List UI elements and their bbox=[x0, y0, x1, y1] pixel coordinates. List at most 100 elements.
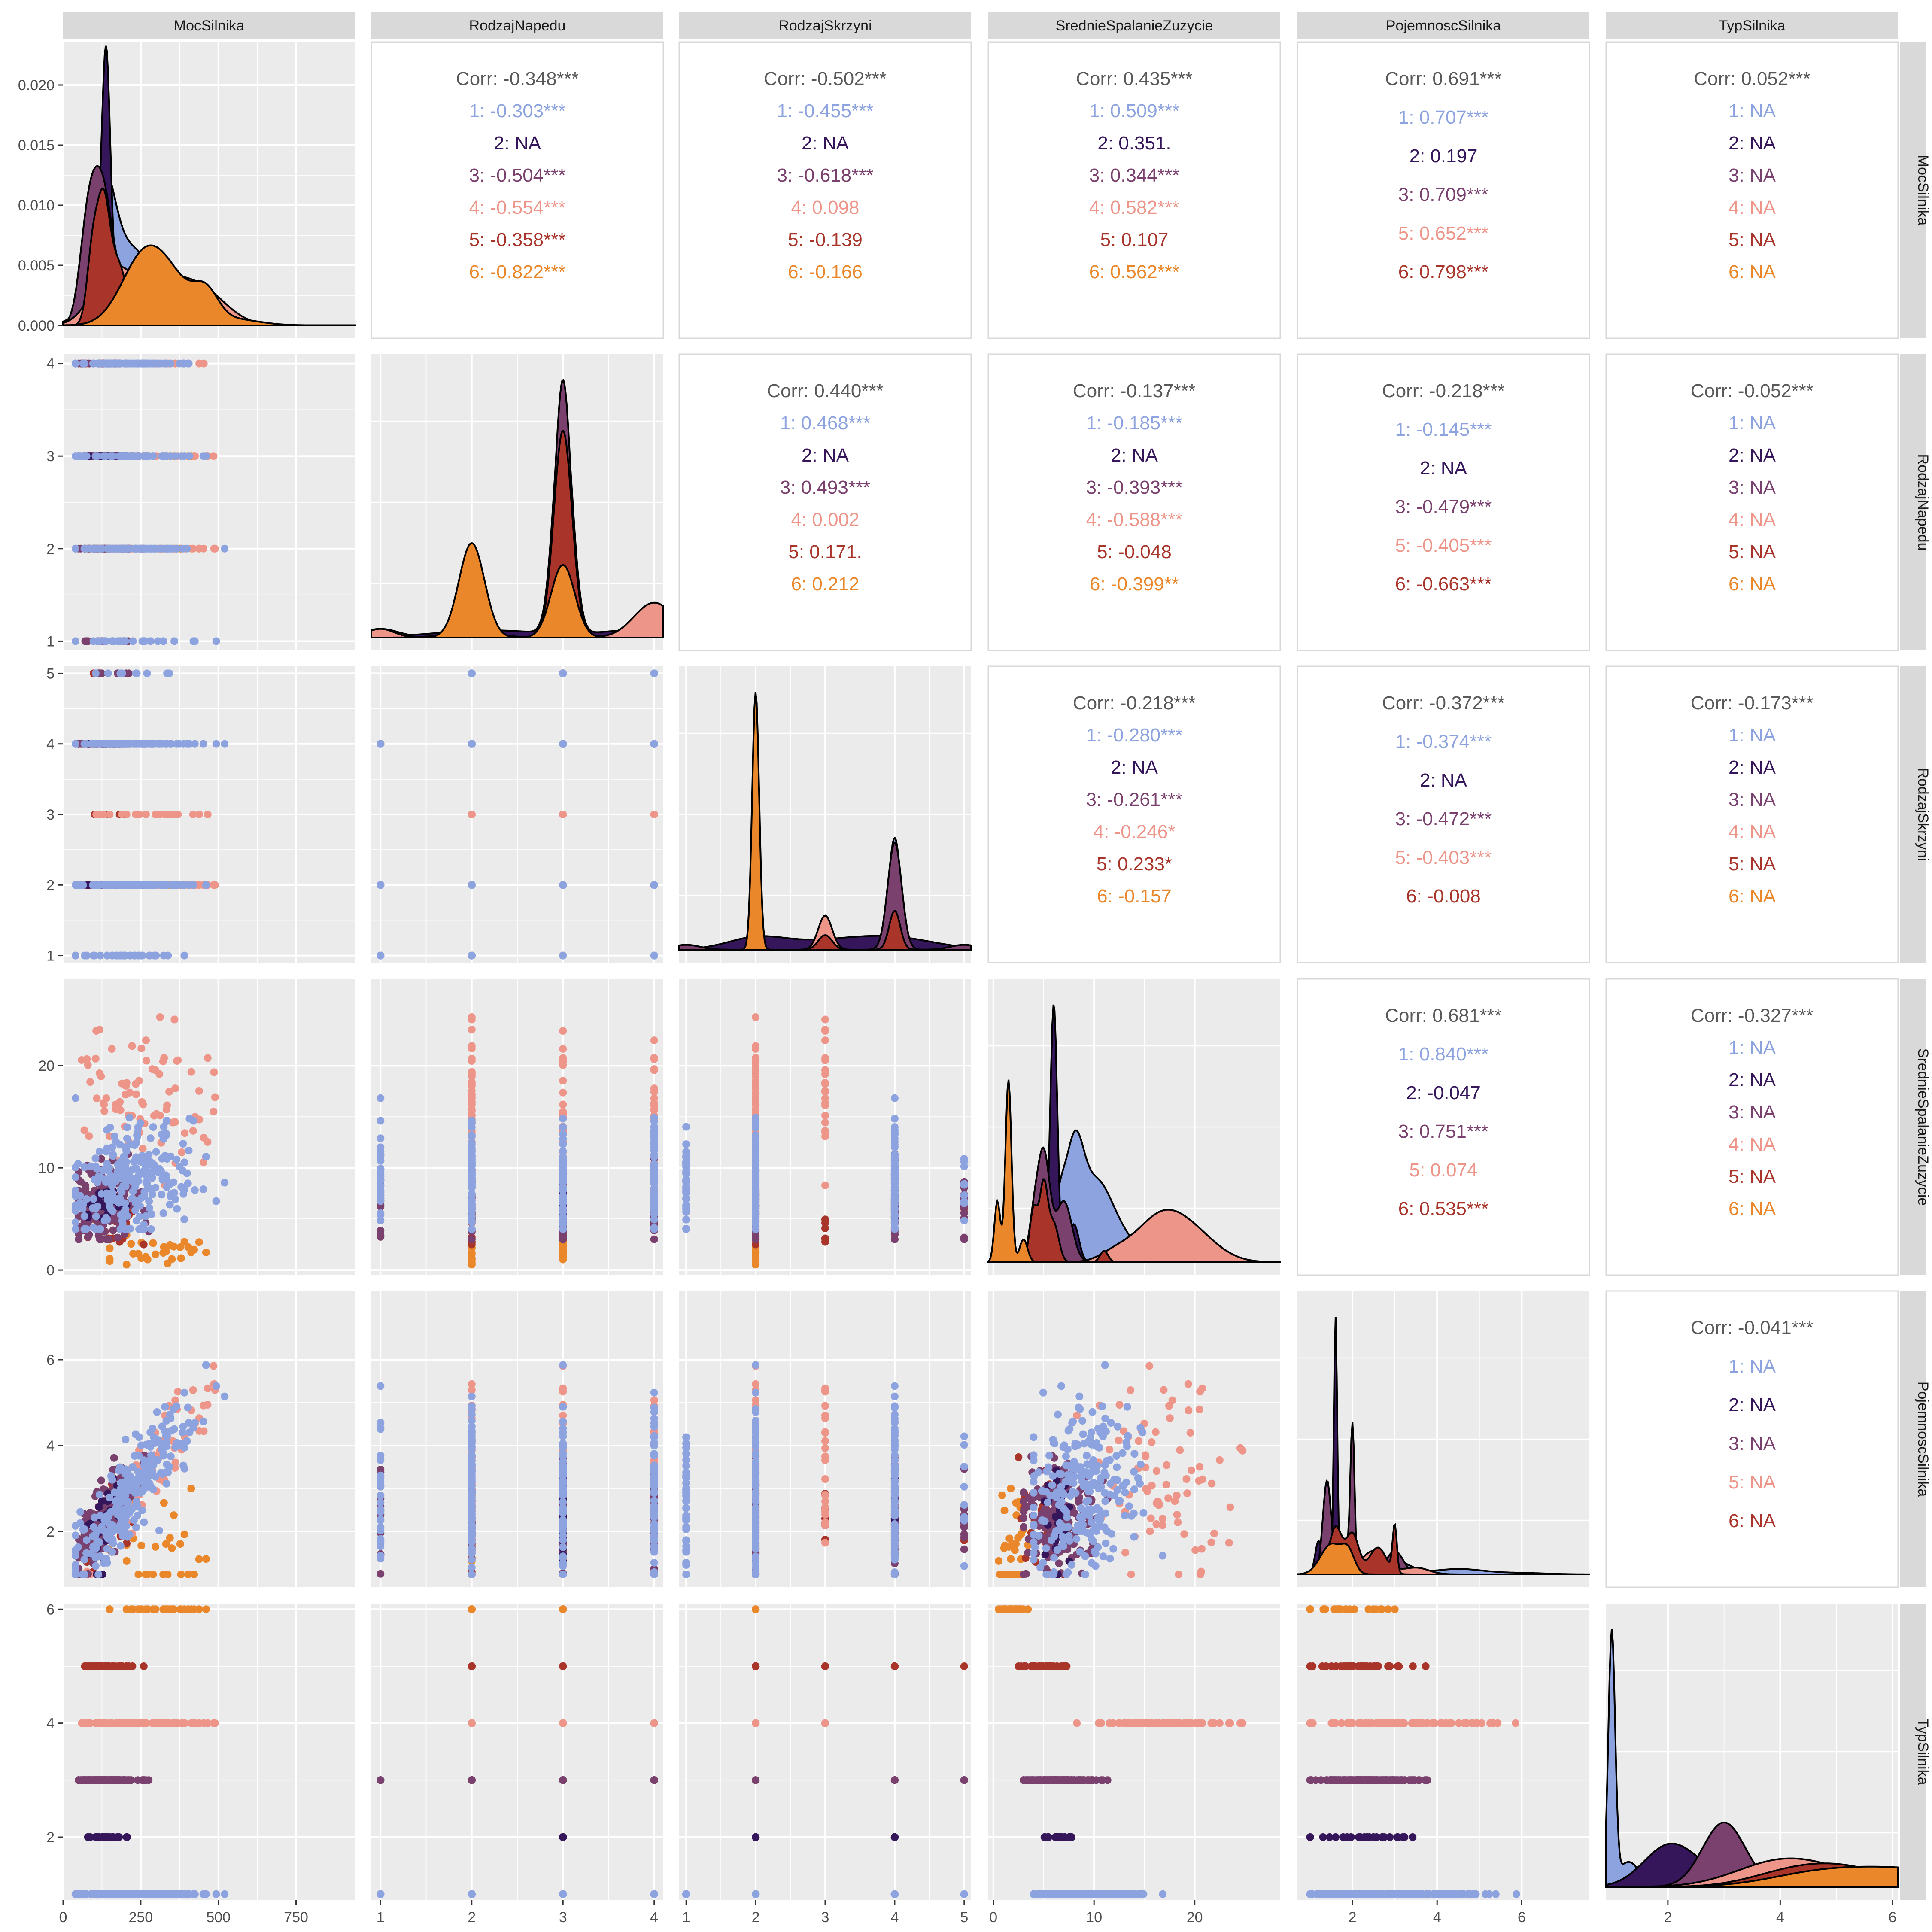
corr-line: 3: NA bbox=[1728, 1102, 1776, 1123]
corr-line: 1: NA bbox=[1728, 1037, 1776, 1058]
corr-line: 6: -0.008 bbox=[1406, 886, 1481, 907]
point-group-1 bbox=[161, 1130, 169, 1138]
point-group-4 bbox=[195, 1087, 203, 1095]
point-group-3 bbox=[109, 1226, 117, 1234]
corr-line: 5: -0.405*** bbox=[1395, 535, 1492, 556]
corr-line: 5: NA bbox=[1728, 1166, 1776, 1187]
point-group-1 bbox=[119, 544, 127, 553]
corr-line: Corr: -0.372*** bbox=[1382, 693, 1505, 714]
corr-line: 1: NA bbox=[1728, 413, 1776, 434]
point-group-6 bbox=[190, 1571, 198, 1578]
point-group-1 bbox=[468, 1428, 476, 1436]
point-group-1 bbox=[682, 1140, 690, 1148]
point-group-1 bbox=[377, 881, 385, 889]
point-group-6 bbox=[202, 1249, 210, 1256]
corr-line: Corr: 0.440*** bbox=[767, 380, 883, 401]
corr-line: 2: NA bbox=[1728, 445, 1776, 466]
point-group-6 bbox=[468, 1257, 476, 1265]
point-group-1 bbox=[164, 951, 172, 960]
corr-line: Corr: -0.052*** bbox=[1691, 380, 1814, 401]
point-group-4 bbox=[468, 1068, 476, 1076]
point-group-1 bbox=[559, 1458, 567, 1466]
corr-line: 4: 0.582*** bbox=[1089, 197, 1179, 218]
point-group-1 bbox=[682, 1215, 690, 1224]
point-group-1 bbox=[377, 1382, 385, 1390]
corr-line: Corr: 0.681*** bbox=[1385, 1005, 1501, 1026]
point-group-5 bbox=[140, 1240, 148, 1249]
point-group-6 bbox=[559, 1255, 567, 1264]
point-group-4 bbox=[128, 1042, 136, 1050]
point-group-1 bbox=[131, 359, 140, 368]
point-group-1 bbox=[160, 359, 168, 368]
point-group-1 bbox=[153, 881, 161, 889]
point-group-4 bbox=[821, 1036, 829, 1045]
point-group-5 bbox=[821, 1224, 829, 1232]
point-group-1 bbox=[468, 1410, 476, 1419]
point-group-1 bbox=[468, 1497, 476, 1505]
point-group-1 bbox=[109, 1152, 117, 1160]
point-group-1 bbox=[184, 1403, 192, 1412]
point-group-4 bbox=[116, 1098, 124, 1106]
point-group-1 bbox=[80, 740, 88, 748]
point-group-4 bbox=[83, 1055, 91, 1063]
point-group-1 bbox=[189, 637, 197, 645]
point-group-1 bbox=[160, 1450, 168, 1458]
point-group-4 bbox=[139, 1100, 147, 1109]
point-group-1 bbox=[960, 1181, 968, 1189]
point-group-5 bbox=[821, 1235, 829, 1243]
corr-line: 4: -0.554*** bbox=[469, 197, 565, 218]
point-group-4 bbox=[170, 1015, 179, 1024]
point-group-1 bbox=[143, 1171, 151, 1179]
corr-line: 6: 0.212 bbox=[791, 574, 859, 595]
point-group-1 bbox=[468, 1182, 476, 1190]
point-group-1 bbox=[146, 1443, 155, 1451]
corr-line: 2: NA bbox=[802, 445, 849, 466]
point-group-1 bbox=[185, 1147, 193, 1155]
point-group-1 bbox=[559, 1449, 567, 1457]
point-group-1 bbox=[116, 359, 124, 368]
point-group-1 bbox=[377, 1134, 385, 1142]
point-group-1 bbox=[179, 881, 187, 889]
corr-line: 3: -0.393*** bbox=[1086, 477, 1182, 498]
point-group-1 bbox=[377, 1424, 385, 1432]
point-group-1 bbox=[148, 1190, 156, 1198]
corr-line: 2: NA bbox=[1420, 458, 1467, 479]
point-group-4 bbox=[126, 1088, 134, 1097]
point-group-1 bbox=[559, 1130, 567, 1138]
strip-top-MocSilnika: MocSilnika bbox=[63, 12, 355, 39]
corr-panel bbox=[1605, 41, 1899, 339]
corr-line: 6: NA bbox=[1728, 1198, 1776, 1219]
point-group-4 bbox=[165, 1088, 173, 1096]
point-group-1 bbox=[106, 1171, 115, 1179]
point-group-1 bbox=[183, 740, 191, 748]
point-group-1 bbox=[122, 1436, 130, 1443]
point-group-1 bbox=[377, 1482, 385, 1490]
point-group-1 bbox=[377, 1152, 385, 1160]
corr-line: Corr: -0.218*** bbox=[1073, 693, 1196, 714]
point-group-1 bbox=[752, 1134, 760, 1142]
corr-line: 3: -0.261*** bbox=[1086, 789, 1182, 810]
point-group-3 bbox=[81, 1181, 89, 1189]
point-group-1 bbox=[153, 1166, 161, 1173]
point-group-4 bbox=[821, 1070, 829, 1078]
point-group-1 bbox=[559, 1488, 567, 1496]
strip-label: SrednieSpalanieZuzycie bbox=[1056, 18, 1213, 34]
strip-top-PojemnoscSilnika: PojemnoscSilnika bbox=[1297, 12, 1589, 39]
point-group-1 bbox=[221, 1392, 229, 1400]
point-group-1 bbox=[890, 1094, 899, 1102]
point-group-1 bbox=[71, 1218, 79, 1227]
corr-line: 1: -0.280*** bbox=[1086, 725, 1182, 746]
point-group-1 bbox=[202, 452, 210, 460]
point-group-1 bbox=[120, 1497, 128, 1505]
point-group-1 bbox=[650, 1548, 658, 1556]
point-group-4 bbox=[200, 1427, 208, 1435]
point-group-1 bbox=[116, 1463, 124, 1471]
point-group-1 bbox=[164, 544, 172, 553]
point-group-4 bbox=[95, 1069, 103, 1077]
point-group-4 bbox=[821, 1128, 829, 1136]
point-group-1 bbox=[71, 1531, 79, 1540]
point-group-1 bbox=[171, 452, 179, 460]
point-group-3 bbox=[377, 1570, 385, 1578]
point-group-1 bbox=[650, 951, 658, 960]
corr-line: 3: 0.709*** bbox=[1398, 184, 1488, 205]
